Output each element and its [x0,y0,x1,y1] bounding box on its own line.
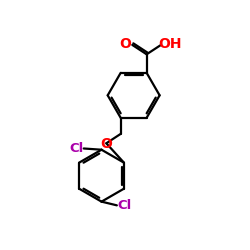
Text: O: O [100,137,112,151]
Text: O: O [120,37,131,51]
Text: Cl: Cl [117,199,132,212]
Text: OH: OH [158,37,182,51]
Text: Cl: Cl [69,142,84,155]
